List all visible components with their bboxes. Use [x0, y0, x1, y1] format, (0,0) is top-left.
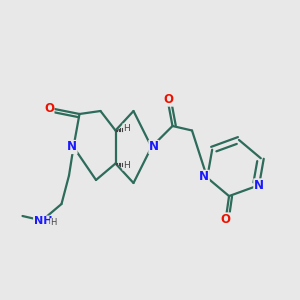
Text: N: N	[199, 170, 209, 183]
Text: N: N	[149, 140, 159, 154]
Text: N: N	[67, 140, 77, 154]
Text: NH: NH	[34, 216, 52, 226]
Text: N: N	[254, 179, 264, 192]
Text: O: O	[220, 213, 230, 226]
Text: H: H	[123, 161, 129, 170]
Text: H: H	[50, 218, 57, 227]
Text: O: O	[44, 102, 54, 115]
Text: O: O	[164, 93, 174, 106]
Text: H: H	[123, 124, 129, 133]
